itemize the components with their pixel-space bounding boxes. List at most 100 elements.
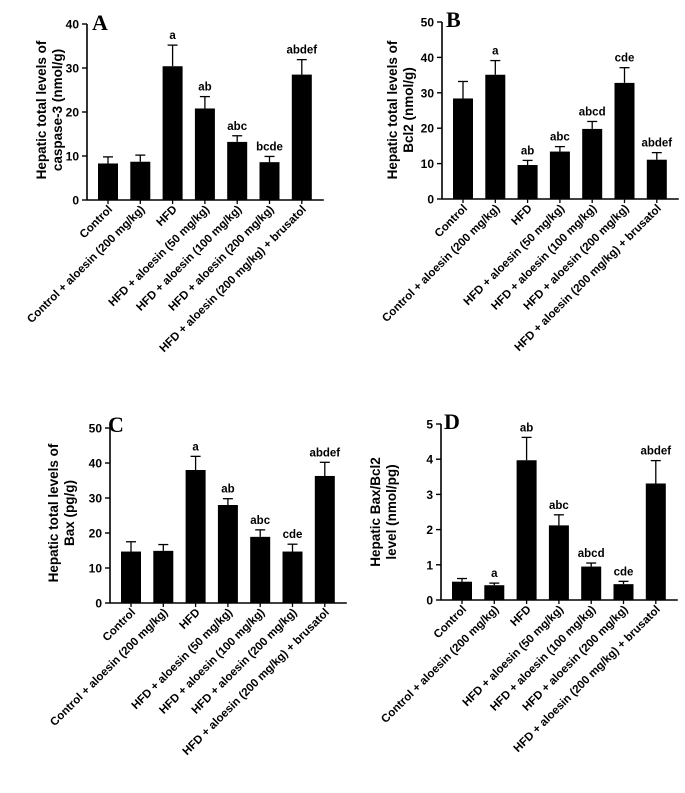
bar	[453, 98, 473, 199]
x-tick-label: HFD	[509, 604, 534, 629]
chart-panel-b: B Hepatic total levels ofBcl2 (nmol/g) 0 10…	[380, 7, 679, 354]
chart-panel-c: C Hepatic total levels ofBax (pg/g) 0 10 20 3…	[46, 412, 347, 758]
y-tick-label: 20	[66, 106, 80, 120]
bar	[516, 460, 537, 600]
y-tick-label: 40	[66, 18, 80, 32]
bar	[646, 159, 667, 199]
panel-letter: A	[92, 10, 108, 35]
y-tick-label: 10	[421, 157, 435, 171]
y-tick-label: 10	[89, 562, 103, 576]
bar	[121, 551, 141, 603]
bar	[452, 581, 472, 600]
x-tick-label: Control + aloesin (200 mg/kg)	[380, 203, 502, 325]
panel-letter: C	[108, 412, 124, 437]
significance-label: a	[492, 46, 499, 58]
y-axis-label-line: Hepatic total levels of	[34, 40, 49, 179]
y-axis-label: Hepatic total levels ofcaspase-3 (nmol/g…	[34, 40, 65, 179]
chart-panel-a: A Hepatic total levels ofcaspase-3 (nmol/…	[25, 10, 324, 355]
significance-label: a	[192, 441, 199, 453]
significance-label: ab	[198, 82, 211, 94]
significance-label: cde	[614, 566, 634, 578]
y-tick-label: 0	[95, 597, 102, 611]
significance-label: ab	[520, 422, 533, 434]
bar	[282, 551, 303, 603]
y-tick-label: 20	[89, 527, 103, 541]
x-tick-label: Control + aloesin (200 mg/kg)	[25, 204, 147, 326]
y-axis-label-line: Hepatic total levels of	[46, 443, 61, 582]
x-tick-label: Control + aloesin (200 mg/kg)	[48, 607, 170, 729]
bar	[227, 141, 248, 200]
y-tick-label: 10	[66, 150, 80, 164]
y-axis-label-line: Hepatic Bax/Bcl2	[368, 457, 383, 567]
significance-label: bcde	[256, 141, 283, 153]
significance-label: abdef	[641, 138, 672, 150]
significance-label: a	[169, 30, 176, 42]
bar	[517, 165, 538, 199]
bar	[259, 162, 280, 200]
x-tick-label: Control + aloesin (200 mg/kg)	[379, 604, 501, 726]
y-axis-label-line: caspase-3 (nmol/g)	[50, 49, 65, 171]
y-axis-label-line: Bax (pg/g)	[62, 480, 77, 546]
y-tick-label: 0	[427, 193, 434, 207]
y-tick-label: 30	[89, 492, 103, 506]
y-tick-label: 30	[421, 86, 435, 100]
bar	[98, 163, 118, 200]
bar	[485, 74, 506, 199]
bar	[153, 550, 174, 603]
significance-label: a	[491, 568, 498, 580]
y-axis-label: Hepatic total levels ofBax (pg/g)	[46, 443, 77, 582]
bar	[185, 470, 206, 603]
x-tick-label: HFD	[178, 607, 203, 632]
significance-label: ab	[521, 145, 534, 157]
bar	[582, 128, 603, 199]
significance-label: cde	[283, 529, 303, 541]
significance-label: abdef	[640, 446, 671, 458]
y-tick-label: 1	[426, 558, 433, 572]
x-tick-label: HFD	[155, 204, 180, 229]
y-tick-label: 50	[89, 422, 103, 436]
y-tick-label: 40	[89, 457, 103, 471]
significance-label: abcd	[578, 548, 605, 560]
significance-label: cde	[615, 53, 635, 65]
y-tick-label: 40	[421, 51, 435, 65]
y-axis-label-line: Hepatic total levels of	[385, 40, 400, 179]
significance-label: abc	[250, 515, 270, 527]
bar	[645, 483, 666, 600]
y-tick-label: 0	[426, 594, 433, 608]
y-axis-label: Hepatic total levels ofBcl2 (nmol/g)	[385, 40, 416, 179]
bar	[162, 66, 183, 201]
significance-label: abc	[550, 132, 570, 144]
bar	[581, 566, 602, 600]
bar	[194, 108, 215, 200]
y-tick-label: 30	[66, 62, 80, 76]
bar	[484, 585, 505, 600]
y-tick-label: 4	[426, 453, 433, 467]
y-tick-label: 3	[426, 488, 433, 502]
y-tick-label: 5	[426, 418, 433, 432]
bar	[217, 505, 238, 603]
y-tick-label: 50	[421, 16, 435, 30]
bar	[291, 74, 312, 200]
bar	[614, 82, 635, 199]
y-axis-label-line: Bcl2 (nmol/g)	[401, 67, 416, 153]
significance-label: ab	[221, 484, 234, 496]
bar	[548, 525, 569, 600]
bar	[130, 161, 151, 200]
panel-letter: D	[444, 409, 460, 434]
y-tick-label: 20	[421, 122, 435, 136]
y-axis-label-line: level (nmol/pg)	[384, 464, 399, 559]
significance-label: abdef	[286, 45, 317, 57]
y-axis-label: Hepatic Bax/Bcl2level (nmol/pg)	[368, 457, 399, 567]
y-tick-label: 0	[72, 194, 79, 208]
significance-label: abc	[227, 121, 247, 133]
bar	[549, 151, 570, 199]
bar	[613, 584, 634, 600]
chart-panel-d: D Hepatic Bax/Bcl2level (nmol/pg) 0 1 2 3 4 5 Co…	[368, 409, 678, 755]
bar	[314, 475, 335, 603]
significance-label: abc	[549, 500, 569, 512]
significance-label: abdef	[309, 447, 340, 459]
bar	[250, 536, 271, 603]
panel-letter: B	[446, 7, 461, 32]
x-tick-label: HFD	[510, 203, 535, 228]
